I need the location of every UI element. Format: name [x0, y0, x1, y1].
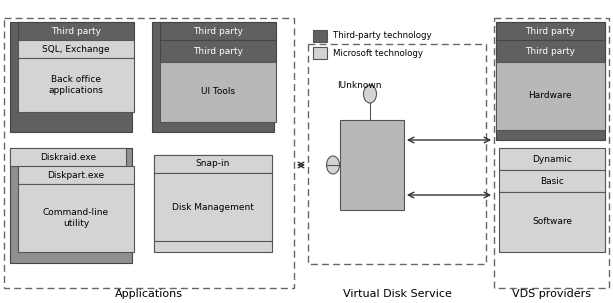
Bar [499, 170, 605, 192]
Text: SQL, Exchange: SQL, Exchange [42, 45, 110, 54]
Bar [313, 47, 327, 59]
Bar [18, 58, 134, 112]
Bar [154, 155, 272, 173]
Bar [313, 30, 327, 42]
Bar [154, 155, 272, 252]
Text: Virtual Disk Service: Virtual Disk Service [343, 289, 451, 299]
Text: Third party: Third party [525, 26, 575, 35]
Bar [10, 22, 132, 132]
Bar [160, 40, 276, 62]
Bar [4, 18, 294, 288]
Text: Command-line
utility: Command-line utility [43, 208, 109, 228]
Text: Back office
applications: Back office applications [48, 75, 104, 95]
Text: IUnknown: IUnknown [337, 81, 381, 89]
Text: Microsoft technology: Microsoft technology [333, 48, 423, 58]
Bar [160, 62, 276, 122]
Text: Third party: Third party [51, 26, 101, 35]
Bar [18, 166, 134, 184]
Bar [308, 44, 486, 264]
Ellipse shape [327, 156, 340, 174]
Bar [160, 22, 276, 40]
Bar [18, 22, 134, 40]
Text: Diskpart.exe: Diskpart.exe [47, 171, 105, 179]
Bar [496, 22, 605, 140]
Bar [496, 22, 605, 40]
Text: Diskraid.exe: Diskraid.exe [40, 152, 96, 161]
Bar [499, 148, 605, 170]
Text: UI Tools: UI Tools [201, 88, 235, 96]
Text: Software: Software [532, 218, 572, 227]
Bar [10, 148, 126, 166]
Bar [18, 40, 134, 58]
Text: Dynamic: Dynamic [532, 155, 572, 164]
Text: Third party: Third party [193, 46, 243, 55]
Bar [18, 184, 134, 252]
Bar [496, 62, 605, 130]
Text: Third party: Third party [193, 26, 243, 35]
Text: Third party: Third party [525, 46, 575, 55]
Bar [152, 22, 274, 132]
Text: VDS providers: VDS providers [511, 289, 590, 299]
Bar [494, 18, 609, 288]
Text: Basic: Basic [540, 177, 564, 185]
Bar [340, 120, 404, 210]
Bar [499, 192, 605, 252]
Text: Third-party technology: Third-party technology [333, 32, 432, 41]
Text: Hardware: Hardware [528, 92, 572, 101]
Text: Snap-in: Snap-in [196, 159, 230, 168]
Bar [154, 173, 272, 241]
Ellipse shape [364, 85, 376, 103]
Text: Applications: Applications [115, 289, 183, 299]
Bar [496, 40, 605, 62]
Bar [10, 148, 132, 263]
Text: Disk Management: Disk Management [172, 202, 254, 211]
